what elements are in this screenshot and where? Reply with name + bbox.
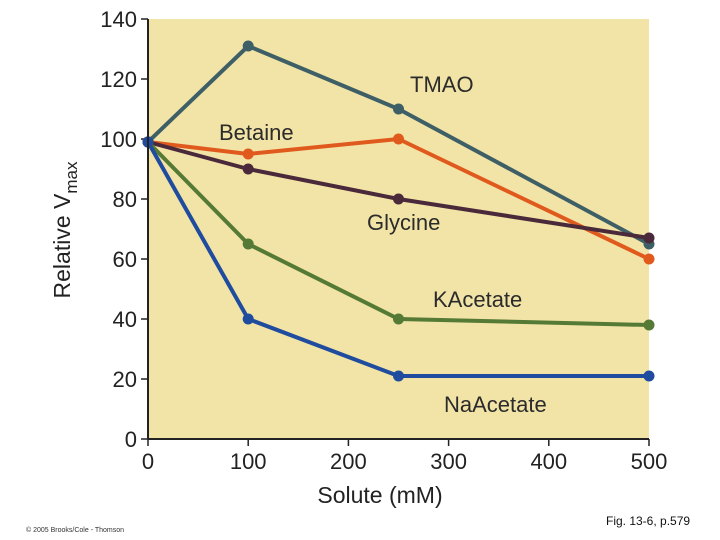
data-point-betaine <box>643 253 655 265</box>
x-tick-label: 0 <box>142 449 154 474</box>
x-tick-label: 300 <box>430 449 467 474</box>
x-tick-label: 500 <box>631 449 668 474</box>
data-point-naacetate <box>242 313 254 325</box>
data-point-glycine <box>643 232 655 244</box>
y-tick-label: 60 <box>113 247 137 272</box>
data-point-kacetate <box>393 313 404 325</box>
y-tick-label: 100 <box>100 127 137 152</box>
series-line-glycine <box>147 140 650 240</box>
series-labels: TMAO Betaine Glycine KAcetate NaAcetate <box>219 72 547 417</box>
copyright-notice: © 2005 Brooks/Cole - Thomson <box>26 527 125 534</box>
y-tick-label: 40 <box>113 307 137 332</box>
data-point-tmao <box>393 103 404 115</box>
data-point-kacetate <box>242 238 254 250</box>
x-tick-label: 200 <box>330 449 367 474</box>
series-line-naacetate <box>146 141 649 378</box>
series-line-betaine <box>147 137 650 261</box>
data-point-naacetate <box>643 370 655 382</box>
x-axis-ticks: 0 100 200 300 400 500 <box>142 439 667 474</box>
y-axis-label-subscript: max <box>62 161 81 194</box>
series-line-kacetate <box>146 140 650 327</box>
figure-reference: Fig. 13-6, p.579 <box>606 514 691 528</box>
data-point-betaine <box>393 133 404 145</box>
y-tick-label: 20 <box>113 367 137 392</box>
x-tick-label: 100 <box>230 449 267 474</box>
y-tick-label: 140 <box>100 7 137 32</box>
y-tick-label: 120 <box>100 67 137 92</box>
x-axis-label: Solute (mM) <box>317 482 442 508</box>
y-tick-label: 80 <box>113 187 137 212</box>
series-label-tmao: TMAO <box>410 72 474 97</box>
series-label-glycine: Glycine <box>367 210 440 235</box>
data-point-glycine <box>393 193 404 205</box>
series-lines <box>146 44 650 378</box>
series-line-tmao <box>146 44 650 246</box>
data-point-kacetate <box>643 319 655 331</box>
x-tick-label: 400 <box>530 449 567 474</box>
data-point-glycine <box>242 163 254 175</box>
data-point-betaine <box>242 148 254 160</box>
data-point-naacetate <box>393 370 404 382</box>
y-axis-label-main: Relative V <box>49 193 75 298</box>
data-point-tmao <box>242 40 254 52</box>
y-tick-label: 0 <box>125 427 137 452</box>
series-label-betaine: Betaine <box>219 120 294 145</box>
y-axis-label: Relative Vmax <box>49 161 81 298</box>
y-axis-ticks: 0 20 40 60 80 100 120 140 <box>100 7 148 452</box>
series-label-naacetate: NaAcetate <box>444 392 547 417</box>
series-label-kacetate: KAcetate <box>433 287 522 312</box>
